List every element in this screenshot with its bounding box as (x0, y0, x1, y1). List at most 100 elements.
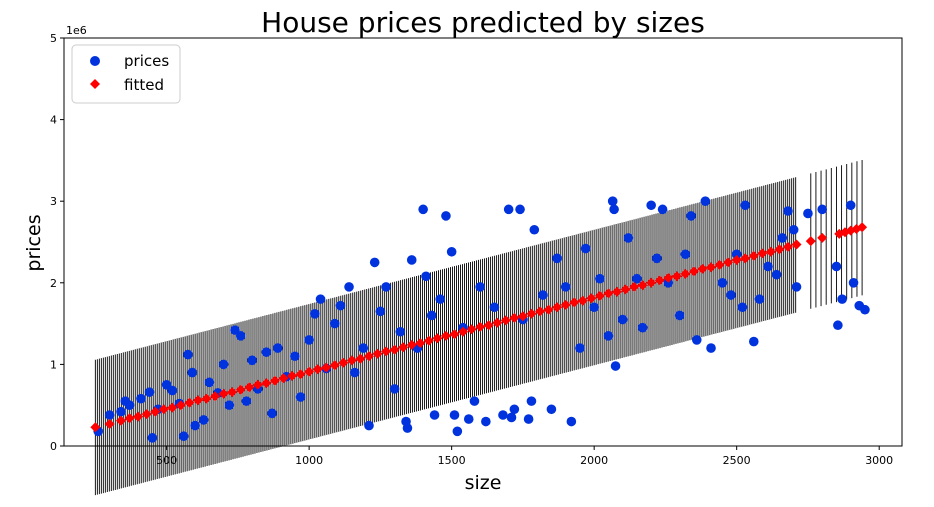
fitted-point (526, 308, 537, 319)
price-point (610, 361, 621, 371)
fitted-point (201, 393, 212, 404)
price-point (509, 404, 520, 415)
fitted-point (500, 315, 511, 326)
price-point (637, 322, 648, 333)
price-point (791, 282, 802, 292)
price-point (754, 294, 765, 304)
price-point (595, 273, 605, 284)
price-point (580, 243, 591, 254)
fitted-point (654, 275, 665, 286)
price-point (546, 404, 557, 415)
fitted-point (543, 304, 554, 315)
price-point (566, 416, 577, 427)
price-point (435, 294, 446, 304)
price-point (224, 400, 235, 411)
fitted-point (338, 357, 349, 368)
fitted-point (381, 346, 392, 357)
fitted-point (603, 288, 614, 299)
fitted-point (227, 387, 238, 398)
price-point (503, 204, 514, 215)
price-point (848, 278, 859, 288)
fitted-point (586, 293, 597, 304)
price-point (290, 351, 300, 362)
x-tick-label: 1500 (438, 454, 466, 467)
price-point (506, 412, 517, 423)
fitted-point (663, 272, 674, 283)
price-point (147, 433, 158, 443)
fitted-point (218, 388, 229, 399)
price-point (475, 282, 485, 292)
price-point (418, 204, 428, 215)
price-point (329, 318, 340, 329)
y-offset-text: 1e6 (66, 24, 87, 37)
price-point (589, 302, 599, 313)
fitted-point (192, 395, 203, 406)
fitted-point (287, 370, 298, 381)
x-axis-label: size (465, 472, 502, 494)
fitted-point (757, 248, 768, 259)
price-point (617, 314, 628, 325)
fitted-point (458, 326, 469, 337)
fitted-point (714, 259, 725, 270)
price-point (526, 396, 537, 406)
fitted-point (637, 280, 648, 291)
fitted-point (167, 402, 178, 413)
price-point (261, 347, 272, 357)
price-point (845, 200, 856, 211)
fitted-point (329, 360, 340, 371)
price-point (469, 396, 480, 406)
price-point (267, 408, 277, 419)
y-tick-label: 4 (50, 114, 57, 127)
price-point (737, 302, 748, 313)
price-point (375, 306, 386, 317)
legend-label-fitted: fitted (124, 76, 164, 94)
fitted-point (175, 400, 186, 411)
y-axis-label: prices (23, 214, 45, 271)
price-point (272, 343, 283, 353)
price-point (335, 300, 346, 311)
price-point (187, 367, 198, 378)
price-point (247, 355, 257, 366)
y-tick-label: 0 (50, 440, 57, 453)
price-point (803, 208, 813, 219)
price-point (652, 253, 662, 264)
price-point (657, 204, 668, 215)
price-point (575, 343, 585, 353)
fitted-point (805, 236, 816, 247)
price-point (429, 410, 440, 420)
x-tick-label: 2500 (723, 454, 751, 467)
price-point (700, 196, 711, 206)
fitted-point (492, 317, 503, 328)
price-point (198, 415, 209, 425)
fitted-point (857, 222, 868, 233)
price-point (310, 309, 320, 319)
price-point (717, 278, 728, 288)
price-point (446, 246, 457, 257)
price-point (144, 387, 155, 397)
price-point (523, 414, 534, 424)
fitted-point (449, 329, 460, 340)
fitted-point (372, 348, 383, 359)
price-point (680, 249, 691, 260)
price-point (452, 426, 463, 437)
price-point (124, 400, 135, 411)
x-axis: 500 1000 1500 2000 2500 3000 (156, 446, 893, 467)
price-point (632, 273, 642, 284)
fitted-point (680, 268, 691, 279)
fitted-point (440, 330, 451, 341)
price-point (833, 320, 843, 331)
fitted-point (535, 306, 546, 317)
fitted-point (791, 239, 802, 250)
price-point (498, 410, 508, 420)
fitted-point (158, 404, 169, 415)
fitted-point (748, 250, 759, 261)
legend: prices fitted (71, 44, 181, 104)
legend-label-prices: prices (124, 52, 169, 70)
y-axis: 0 1 2 3 4 5 (50, 32, 64, 453)
price-point (860, 304, 870, 315)
price-point (481, 416, 491, 427)
fitted-point (782, 241, 793, 252)
price-point (646, 200, 656, 211)
y-tick-label: 3 (50, 195, 57, 208)
